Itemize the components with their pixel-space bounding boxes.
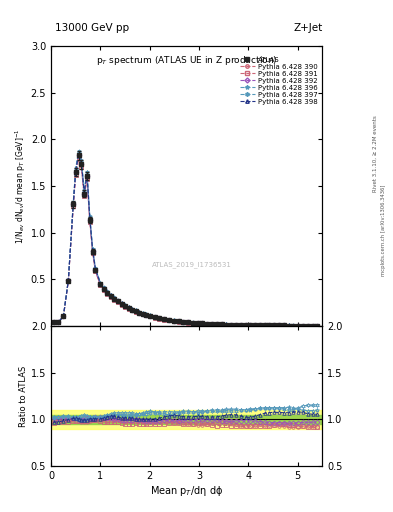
Y-axis label: Ratio to ATLAS: Ratio to ATLAS bbox=[19, 366, 28, 426]
Text: Z+Jet: Z+Jet bbox=[293, 23, 322, 33]
Text: ATLAS_2019_I1736531: ATLAS_2019_I1736531 bbox=[152, 261, 232, 268]
Text: mcplots.cern.ch [arXiv:1306.3436]: mcplots.cern.ch [arXiv:1306.3436] bbox=[381, 185, 386, 276]
Text: p$_{T}$ spectrum (ATLAS UE in Z production): p$_{T}$ spectrum (ATLAS UE in Z producti… bbox=[96, 54, 277, 68]
Bar bbox=[51, 415, 322, 424]
Text: 13000 GeV pp: 13000 GeV pp bbox=[55, 23, 129, 33]
Y-axis label: 1/N$_{ev}$ dN$_{ev}$/d mean p$_{T}$ [GeV]$^{-1}$: 1/N$_{ev}$ dN$_{ev}$/d mean p$_{T}$ [GeV… bbox=[13, 128, 28, 244]
Bar bbox=[51, 410, 322, 429]
X-axis label: Mean p$_{T}$/dη dϕ: Mean p$_{T}$/dη dϕ bbox=[150, 483, 223, 498]
Text: Rivet 3.1.10, ≥ 2.2M events: Rivet 3.1.10, ≥ 2.2M events bbox=[373, 115, 378, 192]
Legend: ATLAS, Pythia 6.428 390, Pythia 6.428 391, Pythia 6.428 392, Pythia 6.428 396, P: ATLAS, Pythia 6.428 390, Pythia 6.428 39… bbox=[238, 55, 319, 106]
